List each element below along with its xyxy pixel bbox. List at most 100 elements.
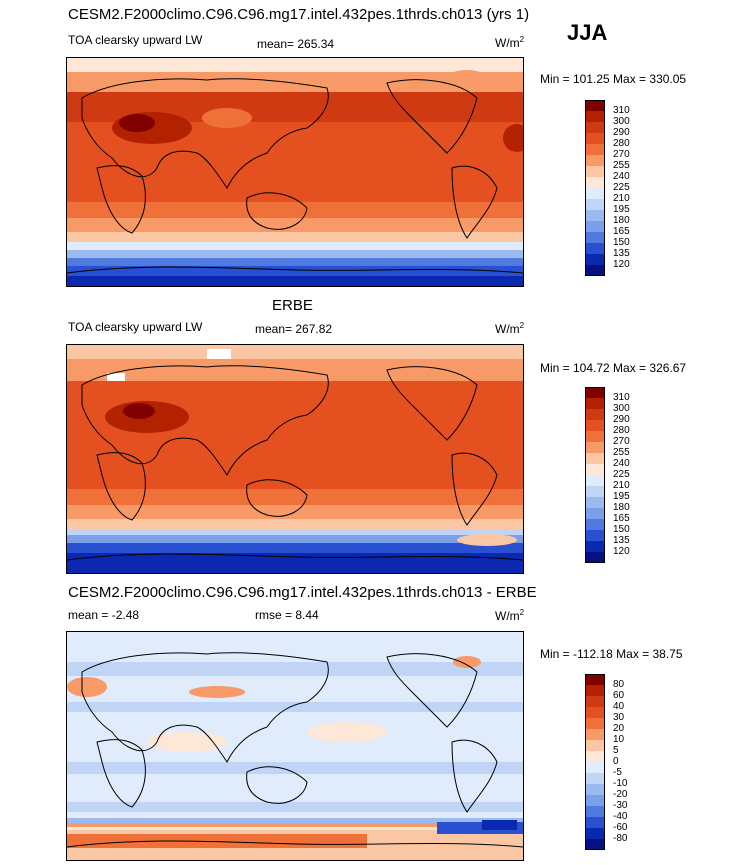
- panel-1-colorbar-label: 310: [613, 105, 630, 116]
- panel-1-colorbar-label: 280: [613, 138, 630, 149]
- panel-2-colorbar-label: 210: [613, 480, 630, 491]
- panel-1-colorbar-swatch: [585, 243, 605, 254]
- panel-2-colorbar-swatch: [585, 552, 605, 563]
- panel-3-heading: CESM2.F2000climo.C96.C96.mg17.intel.432p…: [68, 584, 537, 601]
- panel-2-colorbar-swatch: [585, 431, 605, 442]
- panel-2-variable: TOA clearsky upward LW: [68, 320, 203, 334]
- panel-3-colorbar-swatch: [585, 740, 605, 751]
- panel-2-colorbar-swatch: [585, 398, 605, 409]
- panel-3-colorbar-swatch: [585, 718, 605, 729]
- panel-2-colorbar-label: 270: [613, 436, 630, 447]
- panel-3-colorbar-label: -80: [613, 833, 628, 844]
- panel-3-minmax: Min = -112.18 Max = 38.75: [540, 647, 683, 661]
- panel-1-colorbar-label: 290: [613, 127, 630, 138]
- panel-2-colorbar-swatch: [585, 442, 605, 453]
- panel-3-colorbar-swatch: [585, 795, 605, 806]
- panel-1-colorbar-swatch: [585, 265, 605, 276]
- panel-1-colorbar-label: 225: [613, 182, 630, 193]
- panel-2-mean: mean= 267.82: [255, 322, 333, 336]
- panel-3-colorbar-swatch: [585, 685, 605, 696]
- panel-3-colorbar-swatch: [585, 696, 605, 707]
- panel-2-colorbar-swatch: [585, 464, 605, 475]
- panel-2-colorbar-swatch: [585, 387, 605, 398]
- panel-1-colorbar-label: 135: [613, 248, 630, 259]
- panel-3-colorbar-swatch: [585, 839, 605, 850]
- panel-3-colorbar-label: -20: [613, 789, 628, 800]
- panel-2-colorbar-label: 195: [613, 491, 630, 502]
- panel-1-minmax: Min = 101.25 Max = 330.05: [540, 72, 687, 86]
- panel-2-colorbar-label: 255: [613, 447, 630, 458]
- panel-2-colorbar-swatch: [585, 530, 605, 541]
- panel-3-map: [66, 631, 524, 861]
- panel-3-mean: mean = -2.48: [68, 608, 140, 622]
- panel-1-colorbar-label: 165: [613, 226, 630, 237]
- panel-3-colorbar-label: 0: [613, 756, 619, 767]
- panel-2-colorbar-swatch: [585, 420, 605, 431]
- panel-1-colorbar-swatch: [585, 221, 605, 232]
- panel-1-colorbar-swatch: [585, 199, 605, 210]
- panel-3-colorbar-label: 60: [613, 690, 625, 701]
- panel-2-colorbar-swatch: [585, 541, 605, 552]
- panel-2-units: W/m2: [495, 321, 525, 336]
- panel-3-colorbar-label: -5: [613, 767, 622, 778]
- panel-3-map-svg: [67, 632, 523, 860]
- panel-2-colorbar-label: 280: [613, 425, 630, 436]
- panel-3-colorbar-swatch: [585, 751, 605, 762]
- panel-1-colorbar-label: 180: [613, 215, 630, 226]
- panel-3-colorbar-label: 30: [613, 712, 625, 723]
- panel-3-colorbar-label: -10: [613, 778, 628, 789]
- panel-1-colorbar-label: 240: [613, 171, 630, 182]
- panel-1-colorbar-swatch: [585, 232, 605, 243]
- panel-1-colorbar-swatch: [585, 144, 605, 155]
- panel-1-colorbar-label: 195: [613, 204, 630, 215]
- panel-2-colorbar-label: 240: [613, 458, 630, 469]
- panel-3-colorbar-label: 80: [613, 679, 625, 690]
- panel-3-colorbar-label: -30: [613, 800, 628, 811]
- panel-3-colorbar-swatch: [585, 773, 605, 784]
- panel-1-map: [66, 57, 524, 287]
- panel-2-heading: ERBE: [272, 297, 313, 314]
- panel-1-colorbar-label: 210: [613, 193, 630, 204]
- panel-3-colorbar-swatch: [585, 806, 605, 817]
- panel-1-colorbar-swatch: [585, 111, 605, 122]
- panel-2-colorbar-swatch: [585, 497, 605, 508]
- panel-3-units: W/m2: [495, 608, 525, 623]
- panel-3-colorbar-label: -40: [613, 811, 628, 822]
- panel-1-colorbar-swatch: [585, 210, 605, 221]
- panel-1-colorbar-swatch: [585, 122, 605, 133]
- panel-2-colorbar-label: 165: [613, 513, 630, 524]
- panel-1-units: W/m2: [495, 35, 525, 50]
- panel-3-rmse: rmse = 8.44: [255, 608, 319, 622]
- panel-3-colorbar-swatch: [585, 729, 605, 740]
- figure-title: CESM2.F2000climo.C96.C96.mg17.intel.432p…: [68, 6, 530, 23]
- panel-2-colorbar-label: 225: [613, 469, 630, 480]
- panel-2-colorbar-label: 150: [613, 524, 630, 535]
- panel-2-colorbar-swatch: [585, 486, 605, 497]
- panel-3-colorbar-swatch: [585, 784, 605, 795]
- panel-3-colorbar-swatch: [585, 828, 605, 839]
- panel-3-colorbar-swatch: [585, 674, 605, 685]
- panel-2-colorbar-swatch: [585, 508, 605, 519]
- panel-2-colorbar-swatch: [585, 453, 605, 464]
- panel-2-colorbar-label: 290: [613, 414, 630, 425]
- panel-1-colorbar-swatch: [585, 254, 605, 265]
- panel-1-mean: mean= 265.34: [257, 37, 335, 51]
- panel-3-colorbar-swatch: [585, 762, 605, 773]
- panel-1-colorbar-swatch: [585, 100, 605, 111]
- panel-1-colorbar-label: 300: [613, 116, 630, 127]
- panel-2-colorbar-swatch: [585, 475, 605, 486]
- panel-1-colorbar-swatch: [585, 188, 605, 199]
- panel-1-colorbar-swatch: [585, 155, 605, 166]
- panel-2-colorbar-swatch: [585, 409, 605, 420]
- panel-3-colorbar-label: -60: [613, 822, 628, 833]
- panel-3-colorbar-swatch: [585, 817, 605, 828]
- panel-3-colorbar-label: 5: [613, 745, 619, 756]
- panel-1-colorbar-label: 150: [613, 237, 630, 248]
- panel-2-colorbar-label: 135: [613, 535, 630, 546]
- panel-1-colorbar-label: 270: [613, 149, 630, 160]
- panel-2-map-svg: [67, 345, 523, 573]
- panel-2-colorbar-label: 120: [613, 546, 630, 557]
- panel-1-colorbar-swatch: [585, 133, 605, 144]
- panel-3-colorbar-swatch: [585, 707, 605, 718]
- season-label: JJA: [567, 20, 608, 45]
